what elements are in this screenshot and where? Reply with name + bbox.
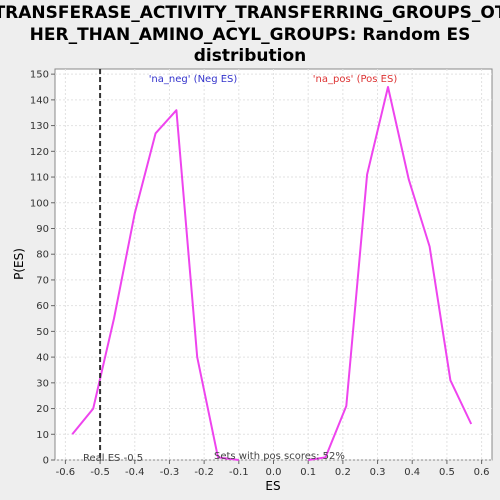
y-tick-label: 90: [36, 224, 49, 235]
y-tick-label: 0: [43, 456, 49, 467]
x-tick-label: 0.6: [474, 467, 490, 478]
y-tick-label: 70: [36, 275, 49, 286]
y-tick-label: 50: [36, 327, 49, 338]
y-tick-label: 80: [36, 250, 49, 261]
y-tick-label: 140: [30, 95, 49, 106]
y-tick-label: 110: [30, 173, 49, 184]
x-tick-label: 0.0: [266, 467, 282, 478]
chart-title-line-3: distribution: [194, 46, 306, 66]
x-tick-label: -0.6: [56, 467, 76, 478]
axes: 0 10 20 30 40 50 60 70 80 90 100 110 120 130 140 150 -0.…: [30, 70, 490, 478]
real-es-label: Real ES -0.5: [83, 453, 143, 464]
y-tick-label: 130: [30, 121, 49, 132]
y-tick-label: 30: [36, 378, 49, 389]
chart-title-line-2: HER_THAN_AMINO_ACYL_GROUPS: Random ES: [30, 25, 471, 45]
y-tick-label: 20: [36, 404, 49, 415]
x-tick-label: -0.4: [125, 467, 145, 478]
x-tick-label: -0.3: [160, 467, 180, 478]
y-tick-label: 150: [30, 70, 49, 81]
neg-es-series-line: [71, 109, 239, 461]
y-axis-label: P(ES): [12, 248, 26, 280]
data-series: [71, 86, 473, 461]
y-tick-label: 40: [36, 353, 49, 364]
x-tick-label: -0.5: [90, 467, 110, 478]
x-tick-label: -0.1: [229, 467, 249, 478]
legend-pos-label: 'na_pos' (Pos ES): [313, 74, 398, 85]
x-tick-label: 0.5: [439, 467, 455, 478]
chart-title-line-1: TRANSFERASE_ACTIVITY_TRANSFERRING_GROUPS…: [0, 3, 500, 23]
y-tick-label: 100: [30, 198, 49, 209]
x-tick-label: 0.2: [335, 467, 351, 478]
grid-lines: [55, 69, 492, 461]
pos-es-series-line: [308, 86, 473, 461]
x-tick-label: -0.2: [194, 467, 214, 478]
y-tick-label: 60: [36, 301, 49, 312]
x-tick-label: 0.3: [370, 467, 386, 478]
x-tick-label: 0.4: [404, 467, 420, 478]
y-tick-label: 120: [30, 147, 49, 158]
pos-scores-text: Sets with pos scores: 52%: [214, 451, 345, 462]
x-axis-label: ES: [265, 479, 280, 493]
y-tick-label: 10: [36, 430, 49, 441]
x-tick-label: 0.1: [300, 467, 316, 478]
legend-neg-label: 'na_neg' (Neg ES): [149, 74, 238, 85]
